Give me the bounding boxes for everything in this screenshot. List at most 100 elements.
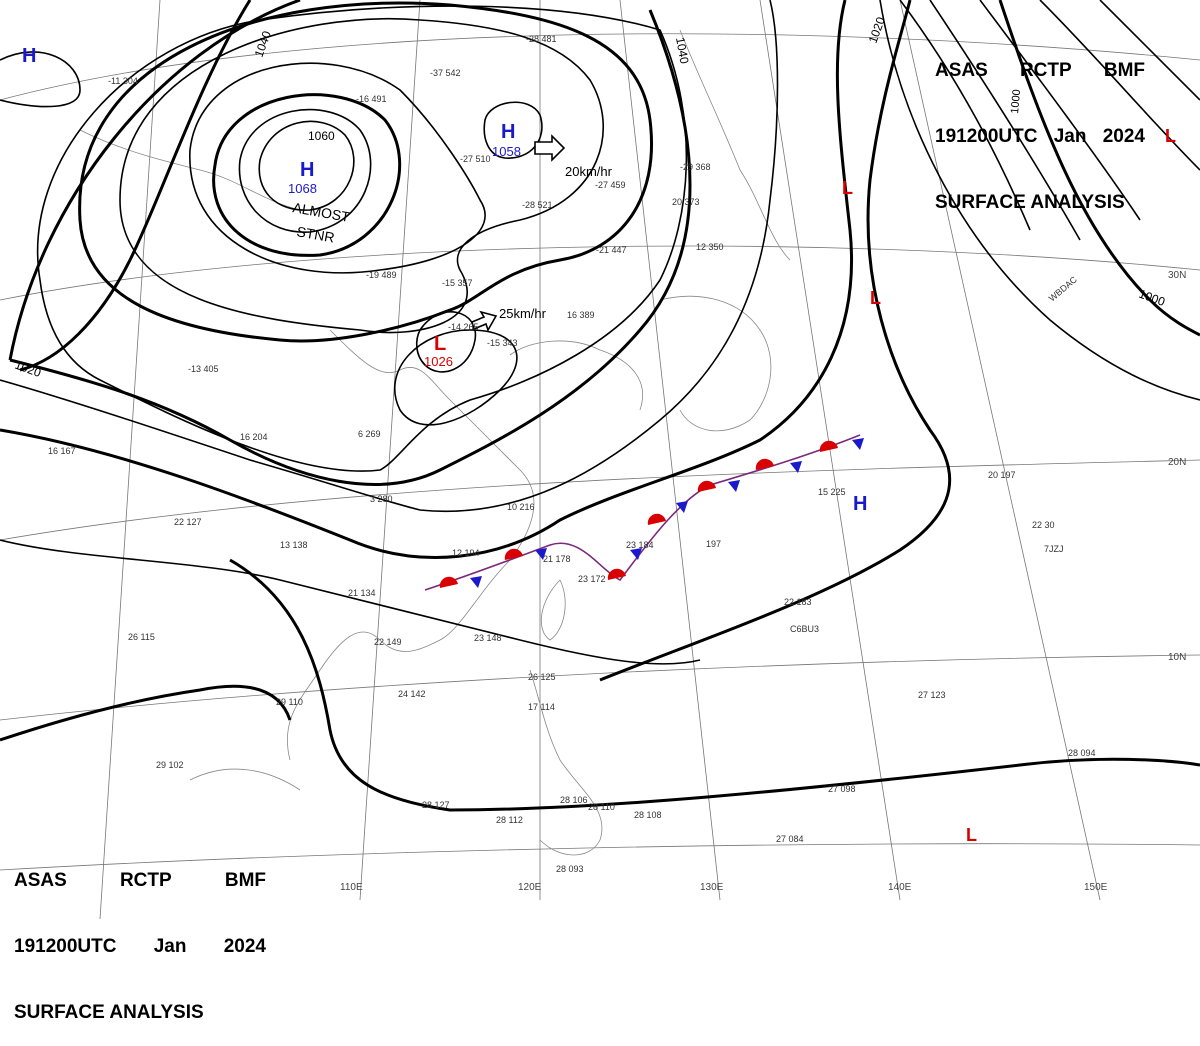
longitude-label: 150E: [1084, 882, 1108, 893]
station-plot: 21 178: [543, 554, 571, 564]
station-plot: 27 123: [918, 690, 946, 700]
station-plot: -11 304: [108, 76, 138, 86]
latitude-label: 10N: [1168, 652, 1186, 663]
movement-speed: 20km/hr: [565, 164, 613, 179]
station-plot: 23 172: [578, 574, 606, 584]
station-plot: 28 108: [634, 810, 662, 820]
header-year: 2024: [1102, 126, 1145, 147]
station-plot: 26 125: [528, 672, 556, 682]
station-plot: 20 373: [672, 197, 700, 207]
station-plot: 16 167: [48, 446, 76, 456]
station-plot: -19 489: [366, 270, 397, 280]
station-plot: 28 110: [588, 802, 615, 812]
station-plot: 26 115: [128, 632, 155, 642]
station-plot: 27 098: [828, 784, 856, 794]
ship-callsign: WBDAC: [1047, 274, 1079, 304]
isobar-label: 1000: [1137, 287, 1167, 309]
station-plot: 28 093: [556, 864, 584, 874]
warm-front-symbol: [819, 440, 838, 452]
header-time: 191200UTC: [935, 126, 1038, 147]
isobar-label: 1020: [13, 358, 43, 380]
warm-front-symbol: [504, 548, 523, 560]
station-plot: 10 216: [507, 502, 535, 512]
warm-front-symbol: [697, 480, 716, 492]
cold-front-symbol: [852, 438, 864, 450]
coastlines: [79, 29, 791, 856]
ship-callsign: C6BU3: [790, 624, 819, 634]
isobar-label: 1060: [308, 129, 335, 143]
longitude-label: 120E: [518, 882, 542, 893]
station-plot: 22 183: [784, 597, 812, 607]
isobar-label: 1020: [866, 15, 888, 45]
station-plot: 24 142: [398, 689, 426, 699]
movement-note: ALMOST: [291, 199, 351, 225]
low-pressure-symbol: L: [870, 288, 881, 308]
station-plot: -15 343: [487, 338, 518, 348]
station-plot: 3 280: [370, 494, 393, 504]
station-plot: -13 405: [188, 364, 219, 374]
header-title: SURFACE ANALYSIS: [935, 192, 1125, 213]
isobar-label: 1040: [673, 36, 691, 65]
warm-front-symbol: [607, 568, 626, 580]
station-plot: -27 459: [595, 180, 626, 190]
warm-front-symbol: [439, 576, 458, 588]
station-plot: 12 350: [696, 242, 724, 252]
cold-front-symbol: [728, 480, 740, 492]
cold-front-symbol: [630, 548, 642, 560]
station-plot: -29 368: [680, 162, 711, 172]
station-plot: 22 127: [174, 517, 202, 527]
station-plot: 6 269: [358, 429, 381, 439]
station-plot: 28 094: [1068, 748, 1096, 758]
station-plot: 22 30: [1032, 520, 1055, 530]
station-plot: 13 138: [280, 540, 308, 550]
movement-speed: 25km/hr: [499, 306, 547, 321]
chart-header-top-right: ASAS RCTP BMF 191200UTC Jan 2024 SURFACE ANA…: [935, 16, 1145, 236]
cold-front-symbol: [470, 576, 482, 588]
station-plot: 197: [706, 539, 721, 549]
station-plot: -21 447: [596, 245, 627, 255]
warm-front-symbol: [755, 458, 774, 470]
weather-map: 1040 1040 1020 1020 1000 1000 1060 H 106…: [0, 0, 1200, 919]
station-plot: -14 265: [448, 322, 479, 332]
station-plot: -16 491: [356, 94, 387, 104]
station-plot: 16 204: [240, 432, 268, 442]
station-plot: 29 102: [156, 760, 184, 770]
station-plot: 17 114: [528, 702, 555, 712]
stationary-front: [424, 434, 864, 591]
low-pressure-symbol: L: [966, 825, 977, 845]
high-pressure-symbol: H: [300, 159, 314, 181]
station-plot: 12 194: [452, 548, 480, 558]
station-plot: 28 112: [496, 815, 523, 825]
station-plot: -37 542: [430, 68, 461, 78]
header-title: SURFACE ANALYSIS: [14, 1002, 204, 1023]
low-pressure-symbol: L: [434, 333, 446, 355]
header-code: BMF: [1103, 60, 1145, 81]
pressure-value: 1026: [424, 354, 453, 369]
latitude-label: 20N: [1168, 457, 1186, 468]
cold-front-symbol: [676, 501, 688, 513]
longitude-label: 110E: [340, 882, 363, 893]
station-plot: -27 510: [460, 154, 491, 164]
station-plot: -28 521: [522, 200, 553, 210]
pressure-value: 1068: [288, 181, 317, 196]
low-pressure-symbol: L: [1165, 126, 1176, 146]
station-plot: 28 127: [422, 800, 450, 810]
high-pressure-symbol: H: [501, 121, 515, 143]
station-plot: 23 184: [626, 540, 654, 550]
header-code: BMF: [224, 870, 266, 891]
station-plot: 21 134: [348, 588, 376, 598]
pressure-value: 1058: [492, 144, 521, 159]
station-plot: 15 225: [818, 487, 846, 497]
station-plot: 29 110: [276, 697, 303, 707]
station-plot: 22 149: [374, 637, 402, 647]
latitude-label: 30N: [1168, 270, 1186, 281]
high-pressure-symbol: H: [853, 493, 867, 515]
longitude-label: 140E: [888, 882, 912, 893]
chart-header-bottom-left: ASAS RCTP BMF 191200UTC Jan 2024 SURFACE ANA…: [14, 826, 266, 1046]
high-pressure-symbol: H: [22, 45, 36, 67]
warm-front-symbol: [647, 513, 666, 525]
isobar-label: 1000: [1009, 89, 1023, 114]
movement-note: STNR: [295, 223, 335, 245]
header-station: RCTP: [119, 870, 172, 891]
station-plot: 28 106: [560, 795, 588, 805]
